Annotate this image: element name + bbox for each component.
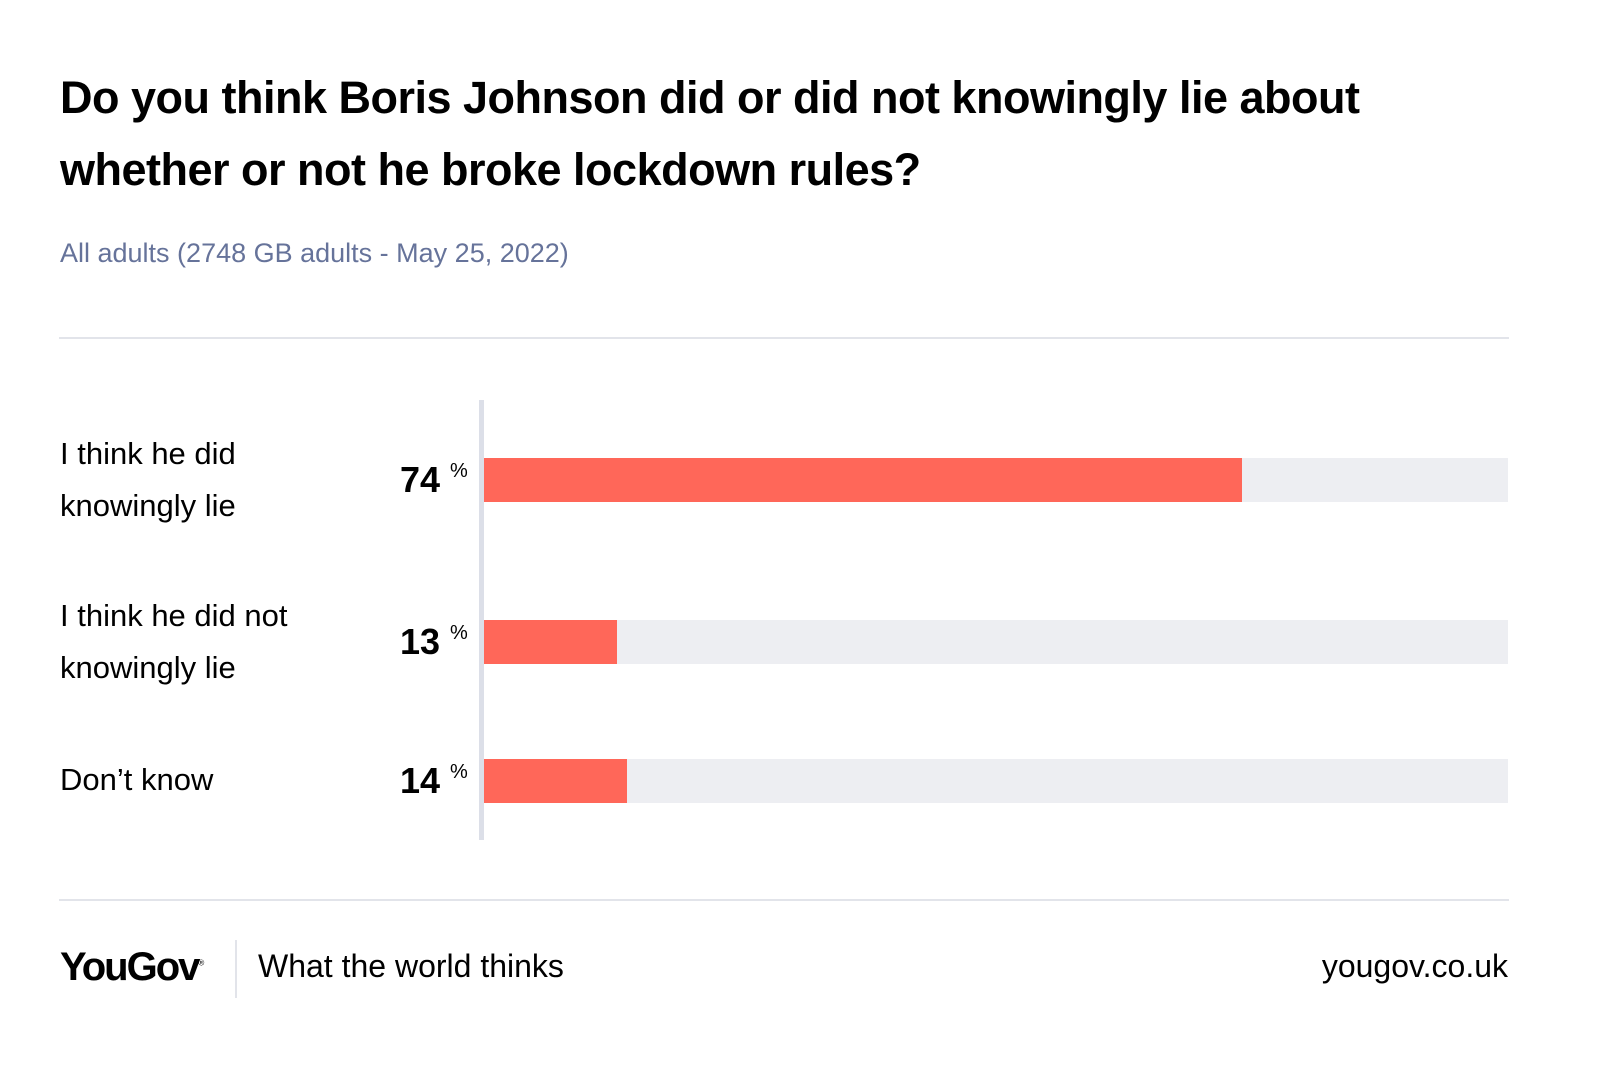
axis-line <box>479 400 484 840</box>
category-label: I think he did not knowingly lie <box>60 598 288 685</box>
bar <box>484 759 628 803</box>
percent-sign: % <box>450 761 468 783</box>
tagline: What the world thinks <box>258 948 564 984</box>
value-label: 14 <box>399 760 440 801</box>
site-url: yougov.co.uk <box>1321 948 1508 984</box>
top-divider <box>59 337 1509 339</box>
bar-track <box>484 759 1508 803</box>
value-label: 13 <box>399 621 440 662</box>
yougov-logo: YouGov® <box>60 945 205 989</box>
category-label: Don’t know <box>60 762 214 797</box>
bar-track <box>484 620 1508 664</box>
bar <box>484 620 618 664</box>
footer-separator <box>235 940 237 998</box>
value-label: 74 <box>399 459 440 500</box>
category-label: I think he did knowingly lie <box>60 436 236 523</box>
chart-title: Do you think Boris Johnson did or did no… <box>60 72 1360 195</box>
bar-track <box>484 458 1508 502</box>
bottom-divider <box>59 899 1509 901</box>
percent-sign: % <box>450 460 468 482</box>
chart-subtitle: All adults (2748 GB adults - May 25, 202… <box>60 238 569 268</box>
percent-sign: % <box>450 622 468 644</box>
bar <box>484 458 1242 502</box>
